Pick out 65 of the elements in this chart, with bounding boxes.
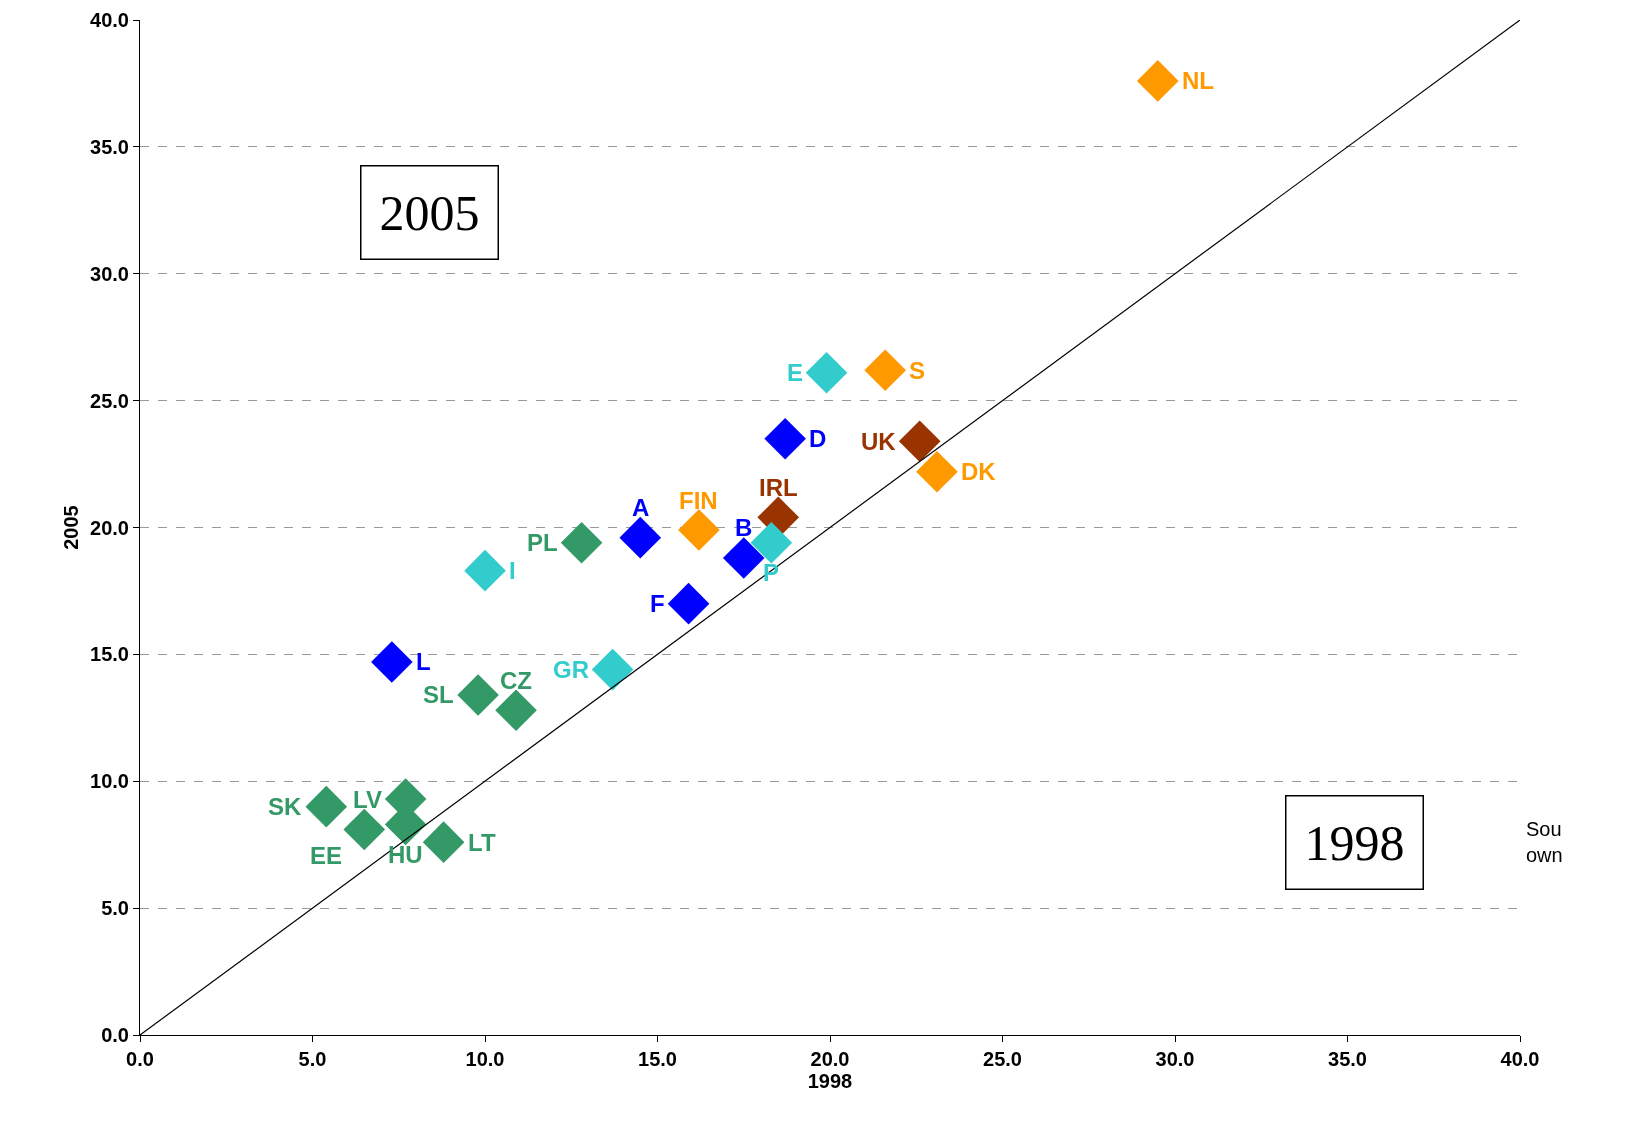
point xyxy=(1136,60,1179,102)
point xyxy=(305,785,348,828)
series-label: B xyxy=(735,514,753,541)
series-label: FIN xyxy=(679,487,718,514)
series-label: S xyxy=(909,357,926,384)
series-label: IRL xyxy=(759,474,798,501)
point xyxy=(750,521,793,564)
x-tick-label: 35.0 xyxy=(1328,1048,1367,1070)
series-label: D xyxy=(809,425,827,452)
point xyxy=(667,582,710,625)
point xyxy=(560,521,603,564)
x-tick-label: 20.0 xyxy=(810,1048,850,1070)
point xyxy=(371,641,413,683)
series-label: GR xyxy=(553,656,589,683)
x-tick-label: 15.0 xyxy=(638,1048,677,1070)
point xyxy=(343,808,386,851)
series-label: LV xyxy=(353,786,382,813)
point xyxy=(916,450,958,493)
point xyxy=(805,351,848,394)
point xyxy=(722,537,765,579)
x-tick-label: 40.0 xyxy=(1500,1048,1540,1070)
y-tick-label: 15.0 xyxy=(90,643,129,666)
series-label: NL xyxy=(1182,67,1214,94)
series-label: SL xyxy=(423,681,454,708)
y-tick-label: 5.0 xyxy=(101,897,129,920)
point xyxy=(464,549,506,592)
series-label: A xyxy=(632,494,650,521)
series-label: DK xyxy=(961,458,997,485)
point xyxy=(678,509,720,551)
text: 2005 xyxy=(59,505,82,550)
point xyxy=(591,648,634,691)
y-tick-label: 35.0 xyxy=(90,135,129,158)
series-label: SK xyxy=(268,793,303,820)
series-label: UK xyxy=(861,428,897,455)
series-label: HU xyxy=(388,841,423,868)
x-axis-title: 1998 xyxy=(1304,814,1405,871)
y-tick-label: 20.0 xyxy=(90,516,129,539)
x-tick-label: 5.0 xyxy=(298,1048,327,1070)
series-label: F xyxy=(650,590,665,617)
series-label: E xyxy=(787,359,804,386)
point xyxy=(422,821,465,863)
x-tick-label: 30.0 xyxy=(1155,1048,1195,1070)
series-label: EE xyxy=(310,842,343,869)
y-tick-label: 40.0 xyxy=(90,9,129,31)
x-tick-label: 0.0 xyxy=(126,1048,154,1070)
series-label: I xyxy=(509,557,516,584)
x-tick-label: 25.0 xyxy=(983,1048,1022,1070)
x-tick-label: 10.0 xyxy=(465,1048,505,1070)
text: 1998 xyxy=(807,1070,853,1092)
series-label: LT xyxy=(468,829,496,856)
point xyxy=(764,417,806,460)
text: Sou own xyxy=(1526,818,1563,866)
point xyxy=(864,349,906,391)
point xyxy=(898,420,941,463)
series-label: CZ xyxy=(500,667,532,694)
y-tick-label: 30.0 xyxy=(90,262,129,285)
series-label: L xyxy=(416,648,431,675)
point xyxy=(495,689,537,731)
point xyxy=(619,516,662,559)
y-axis-title: 2005 xyxy=(379,184,480,241)
y-tick-label: 10.0 xyxy=(90,770,129,793)
y-tick-label: 0.0 xyxy=(101,1024,129,1046)
y-tick-label: 25.0 xyxy=(90,389,129,412)
series-label: PL xyxy=(527,529,558,556)
point xyxy=(457,674,499,716)
